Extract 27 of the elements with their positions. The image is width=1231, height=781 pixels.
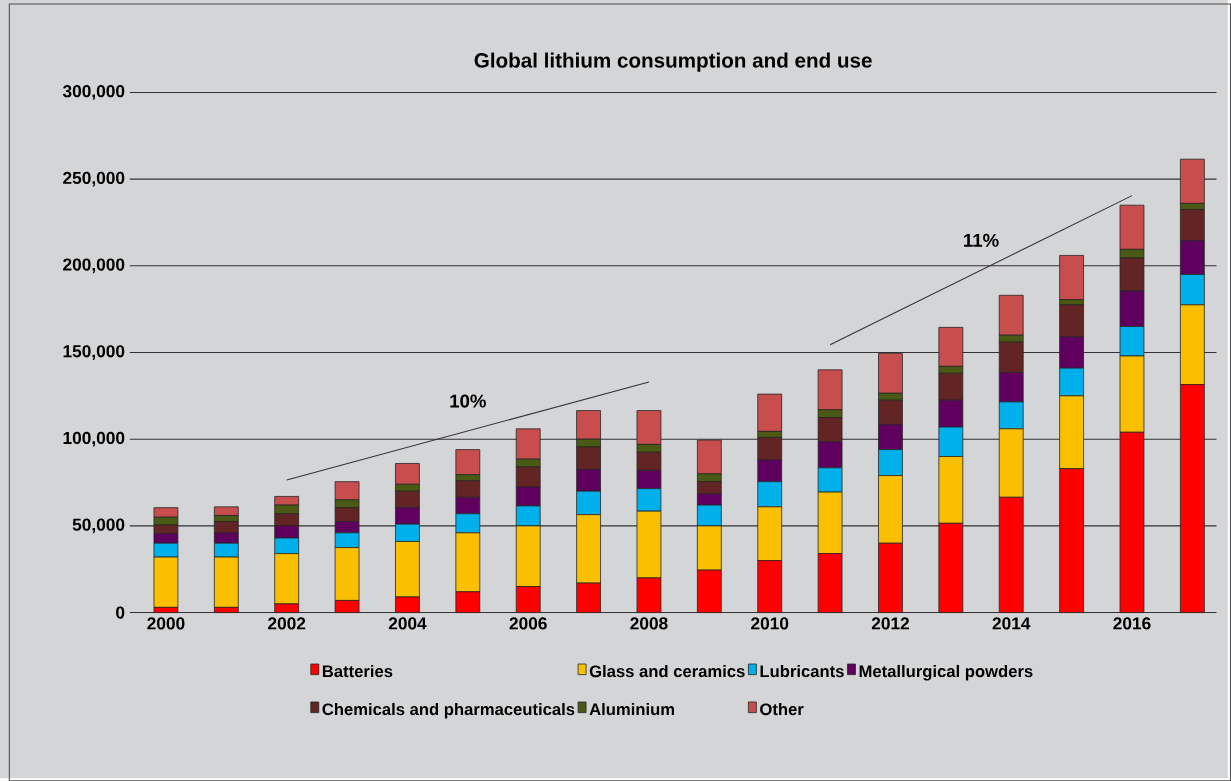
- legend-label: Aluminium: [589, 702, 675, 715]
- x-tick-label: 2010: [751, 617, 789, 630]
- x-tick-label: 2000: [147, 617, 185, 630]
- x-tick-label: 2012: [871, 617, 909, 630]
- x-tick-label: 2006: [509, 617, 547, 630]
- chart-title: Global lithium consumption and end use: [474, 52, 872, 72]
- x-tick-label: 2016: [1113, 617, 1151, 630]
- y-tick-label: 150,000: [63, 344, 125, 360]
- legend-label: Lubricants: [760, 664, 844, 677]
- legend-label: Batteries: [322, 664, 393, 677]
- x-tick-label: 2002: [268, 617, 306, 630]
- legend-label: Metallurgical powders: [859, 664, 1033, 681]
- annotation: 10%: [450, 394, 486, 408]
- y-tick-label: 100,000: [63, 431, 125, 447]
- y-tick-label: 300,000: [62, 84, 125, 100]
- x-tick-label: 2008: [630, 617, 668, 630]
- y-tick-label: 50,000: [72, 518, 125, 534]
- x-tick-label: 2014: [992, 617, 1031, 630]
- legend-label: Other: [760, 702, 804, 715]
- annotation: 11%: [964, 233, 999, 247]
- y-tick-label: 200,000: [63, 258, 125, 274]
- bar: [1059, 254, 1084, 300]
- legend-label: Glass and ceramics: [589, 664, 745, 677]
- y-tick-label: 250,000: [63, 171, 125, 187]
- legend-label: Chemicals and pharmaceuticals: [322, 702, 575, 719]
- x-tick-label: 2004: [388, 617, 427, 630]
- y-tick-label: 0: [116, 606, 125, 619]
